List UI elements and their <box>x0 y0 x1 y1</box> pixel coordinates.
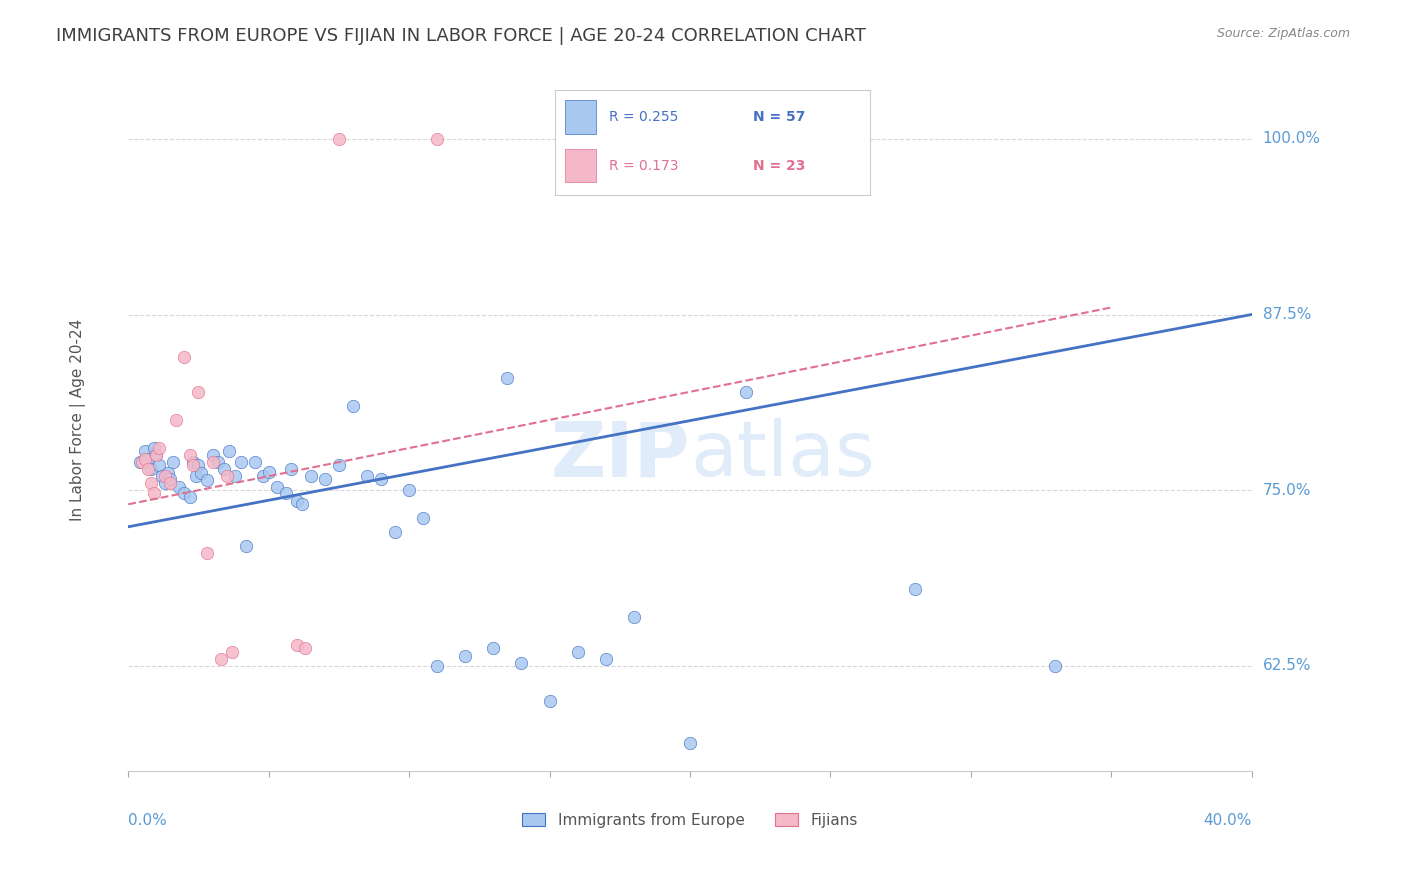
Point <box>145 448 167 462</box>
Legend: Immigrants from Europe, Fijians: Immigrants from Europe, Fijians <box>516 806 863 834</box>
Point <box>285 638 308 652</box>
Point <box>370 472 392 486</box>
Point <box>426 132 449 146</box>
Text: 87.5%: 87.5% <box>1263 307 1310 322</box>
Point <box>623 609 645 624</box>
Text: Source: ZipAtlas.com: Source: ZipAtlas.com <box>1216 27 1350 40</box>
Point <box>150 469 173 483</box>
Point <box>243 455 266 469</box>
Point <box>412 511 434 525</box>
Point <box>235 540 257 554</box>
Point <box>148 458 170 472</box>
Point <box>159 472 181 486</box>
Point <box>266 480 288 494</box>
Point <box>356 469 378 483</box>
Point <box>538 694 561 708</box>
Point <box>207 455 229 469</box>
Point <box>209 652 232 666</box>
Point <box>215 469 238 483</box>
Point <box>291 497 314 511</box>
Text: 40.0%: 40.0% <box>1204 813 1251 828</box>
Point <box>153 476 176 491</box>
Point <box>173 350 195 364</box>
Text: ZIP: ZIP <box>550 418 690 492</box>
Point <box>184 469 207 483</box>
Text: 100.0%: 100.0% <box>1263 131 1320 146</box>
Point <box>314 472 336 486</box>
Point <box>294 640 316 655</box>
Text: 62.5%: 62.5% <box>1263 658 1312 673</box>
Point <box>274 486 297 500</box>
Point <box>187 458 209 472</box>
Point <box>252 469 274 483</box>
Point <box>398 483 420 498</box>
Point <box>384 525 406 540</box>
Point <box>195 546 218 560</box>
Point <box>482 640 505 655</box>
Point <box>142 441 165 455</box>
Point <box>229 455 252 469</box>
Point <box>496 371 519 385</box>
Point <box>567 645 589 659</box>
Point <box>195 474 218 488</box>
Point <box>139 476 162 491</box>
Point <box>187 384 209 399</box>
Point <box>735 384 758 399</box>
Point <box>148 441 170 455</box>
Text: atlas: atlas <box>690 418 875 492</box>
Point <box>679 736 702 750</box>
Point <box>165 413 187 427</box>
Point <box>136 462 159 476</box>
Point <box>179 490 201 504</box>
Point <box>190 467 212 481</box>
Point <box>156 467 179 481</box>
Point <box>595 652 617 666</box>
Text: 75.0%: 75.0% <box>1263 483 1310 498</box>
Point <box>257 465 280 479</box>
Text: 0.0%: 0.0% <box>128 813 167 828</box>
Point <box>134 443 156 458</box>
Point <box>159 476 181 491</box>
Point <box>139 462 162 476</box>
Point <box>134 452 156 467</box>
Point <box>342 399 364 413</box>
Point <box>285 494 308 508</box>
Point <box>280 462 302 476</box>
Point <box>136 452 159 467</box>
Point <box>167 480 190 494</box>
Point <box>145 448 167 462</box>
Point <box>454 649 477 664</box>
Point <box>128 455 150 469</box>
Point <box>181 458 204 472</box>
Text: In Labor Force | Age 20-24: In Labor Force | Age 20-24 <box>70 318 86 521</box>
Point <box>903 582 925 596</box>
Point <box>221 645 243 659</box>
Point <box>212 462 235 476</box>
Point <box>328 132 350 146</box>
Point <box>426 659 449 673</box>
Point <box>142 486 165 500</box>
Point <box>173 486 195 500</box>
Point <box>328 458 350 472</box>
Point <box>181 455 204 469</box>
Point <box>201 455 224 469</box>
Point <box>510 656 533 670</box>
Point <box>1043 659 1066 673</box>
Point <box>131 455 153 469</box>
Point <box>218 443 240 458</box>
Point <box>162 455 184 469</box>
Point <box>153 469 176 483</box>
Point <box>201 448 224 462</box>
Point <box>179 448 201 462</box>
Point <box>299 469 322 483</box>
Text: IMMIGRANTS FROM EUROPE VS FIJIAN IN LABOR FORCE | AGE 20-24 CORRELATION CHART: IMMIGRANTS FROM EUROPE VS FIJIAN IN LABO… <box>56 27 866 45</box>
Point <box>224 469 246 483</box>
